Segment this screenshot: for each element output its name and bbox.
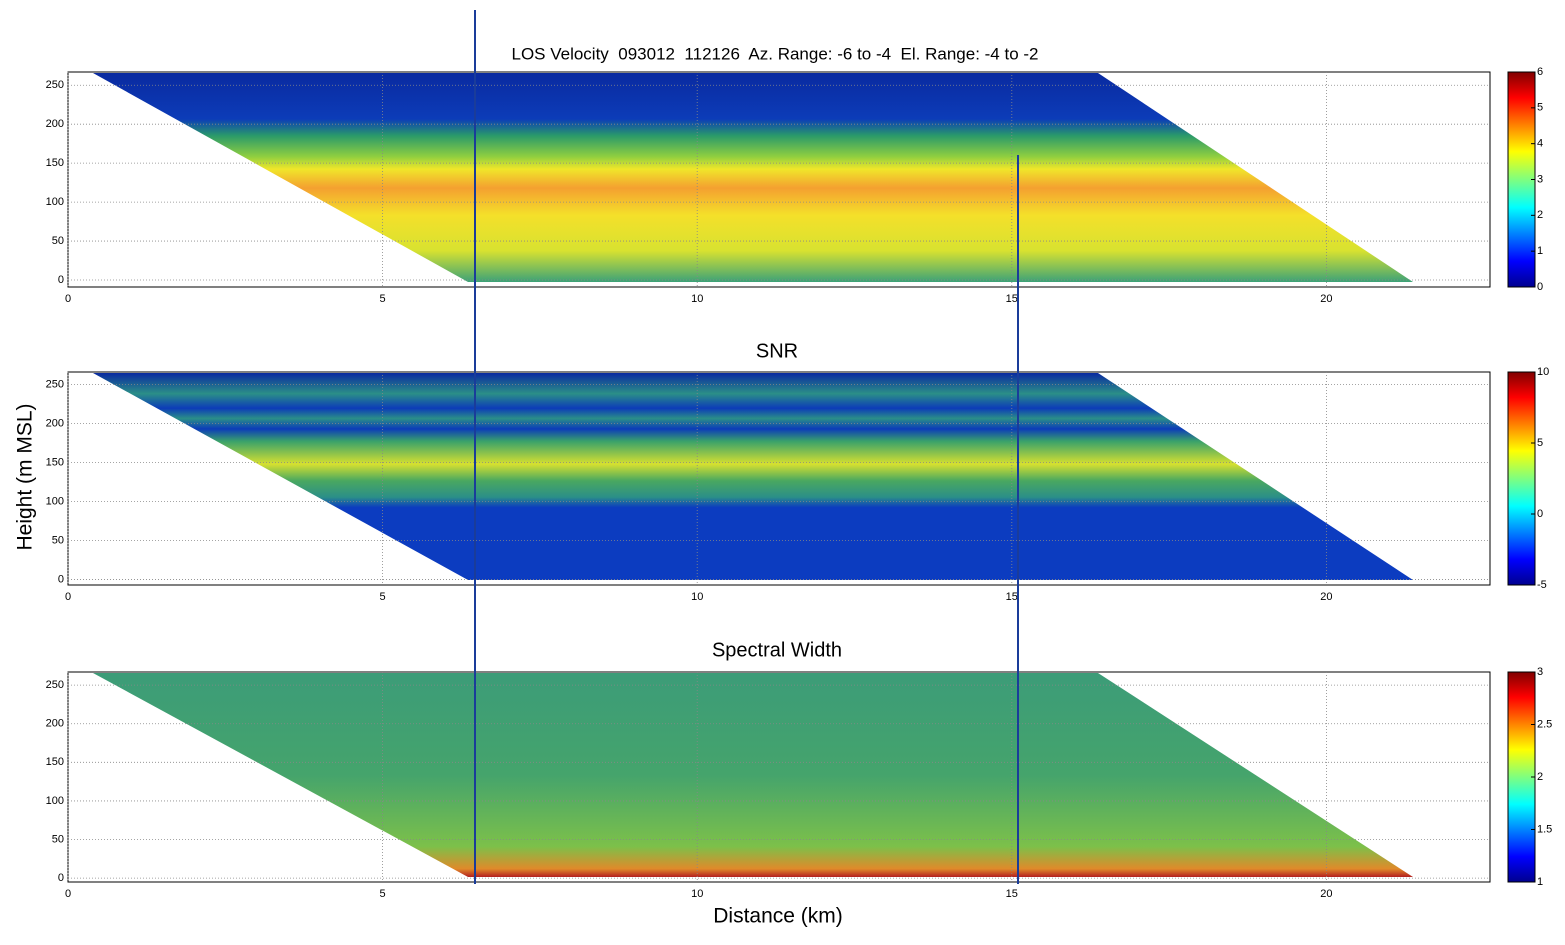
x-tick-label: 10 — [691, 888, 703, 900]
colorbar — [1507, 371, 1536, 586]
y-tick-label: 150 — [46, 756, 64, 768]
y-tick-label: 150 — [46, 157, 64, 169]
y-tick-label: 150 — [46, 456, 64, 468]
y-tick-label: 200 — [46, 118, 64, 130]
y-tick-label: 0 — [58, 573, 64, 585]
y-tick-label: 250 — [46, 79, 64, 91]
y-tick-label: 50 — [52, 235, 64, 247]
y-tick-label: 50 — [52, 833, 64, 845]
colorbar-tick-label: 0 — [1537, 508, 1543, 520]
y-tick-label: 100 — [46, 795, 64, 807]
colorbar-tick-label: 3 — [1537, 173, 1543, 185]
colorbar-tick-label: 10 — [1537, 366, 1549, 378]
y-tick-label: 100 — [46, 495, 64, 507]
x-tick-label: 15 — [1006, 591, 1018, 603]
colorbar-tick-label: 1 — [1537, 876, 1543, 888]
colorbar — [1507, 71, 1536, 288]
x-tick-label: 5 — [380, 293, 386, 305]
colorbar-tick-label: 2.5 — [1537, 718, 1552, 730]
y-axis-label: Height (m MSL) — [14, 403, 37, 550]
colorbar-tick-label: 2 — [1537, 209, 1543, 221]
colorbar-tick-label: 0 — [1537, 281, 1543, 293]
x-tick-label: 0 — [65, 591, 71, 603]
y-tick-label: 0 — [58, 872, 64, 884]
x-tick-label: 5 — [380, 888, 386, 900]
chart-title: SNR — [756, 340, 798, 362]
y-tick-label: 50 — [52, 534, 64, 546]
y-tick-label: 200 — [46, 718, 64, 730]
x-axis-label: Distance (km) — [713, 905, 843, 928]
y-tick-label: 0 — [58, 274, 64, 286]
x-tick-label: 0 — [65, 888, 71, 900]
chart-title: Spectral Width — [712, 639, 842, 661]
colorbar-tick-label: 6 — [1537, 66, 1543, 78]
colorbar-tick-label: 3 — [1537, 666, 1543, 678]
y-tick-label: 100 — [46, 196, 64, 208]
colorbar-tick-label: 4 — [1537, 138, 1543, 150]
colorbar-tick-label: 1 — [1537, 245, 1543, 257]
chart-title: LOS Velocity 093012 112126 Az. Range: -6… — [511, 44, 1038, 63]
y-tick-label: 200 — [46, 417, 64, 429]
data-field — [93, 73, 1413, 282]
colorbar-tick-label: 5 — [1537, 102, 1543, 114]
colorbar-tick-label: 1.5 — [1537, 823, 1552, 835]
y-tick-label: 250 — [46, 679, 64, 691]
x-tick-label: 15 — [1006, 293, 1018, 305]
colorbar-tick-label: 2 — [1537, 771, 1543, 783]
y-tick-label: 250 — [46, 378, 64, 390]
colorbar-tick-label: 5 — [1537, 437, 1543, 449]
x-tick-label: 0 — [65, 293, 71, 305]
x-tick-label: 20 — [1320, 888, 1332, 900]
data-field — [93, 373, 1413, 580]
x-tick-label: 20 — [1320, 293, 1332, 305]
x-tick-label: 5 — [380, 591, 386, 603]
x-tick-label: 10 — [691, 293, 703, 305]
colorbar — [1507, 671, 1536, 883]
colorbar-tick-label: -5 — [1537, 579, 1547, 591]
x-tick-label: 20 — [1320, 591, 1332, 603]
x-tick-label: 10 — [691, 591, 703, 603]
x-tick-label: 15 — [1006, 888, 1018, 900]
